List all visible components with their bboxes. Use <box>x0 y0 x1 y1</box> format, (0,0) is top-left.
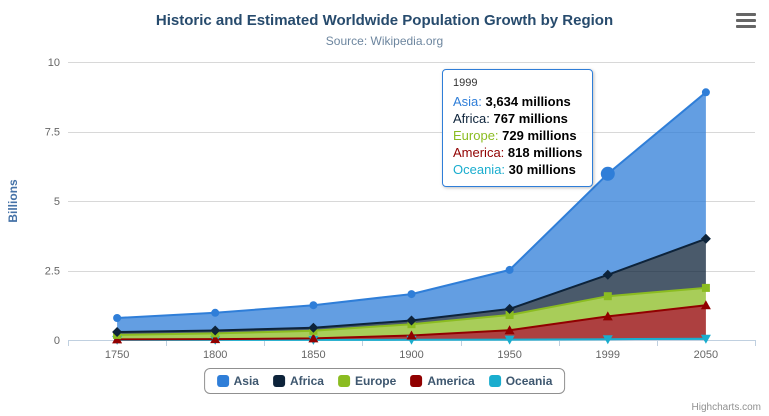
svg-text:10: 10 <box>48 57 60 69</box>
svg-text:5: 5 <box>54 196 60 208</box>
series-area-africa[interactable] <box>117 238 706 335</box>
chart-subtitle: Source: Wikipedia.org <box>325 34 444 48</box>
point-america-1900[interactable] <box>406 330 417 340</box>
tooltip-row-asia: Asia: 3,634 millions <box>453 94 571 109</box>
legend-symbol-asia <box>216 375 229 387</box>
point-asia-2050[interactable] <box>701 88 710 97</box>
point-europe-2050[interactable] <box>701 283 710 292</box>
point-asia-1999[interactable] <box>600 166 615 181</box>
credits-link[interactable]: Highcharts.com <box>691 402 761 413</box>
legend-item-america[interactable]: America <box>410 374 475 388</box>
series-area-america[interactable] <box>117 305 706 340</box>
legend-item-africa[interactable]: Africa <box>272 374 324 388</box>
point-europe-1950[interactable] <box>505 311 514 319</box>
point-africa-1750[interactable] <box>112 327 123 337</box>
point-africa-2050[interactable] <box>700 233 711 244</box>
chart-title: Historic and Estimated Worldwide Populat… <box>155 12 614 29</box>
point-asia-1900[interactable] <box>407 290 416 299</box>
svg-text:7.5: 7.5 <box>45 127 60 139</box>
series-markers-africa <box>112 233 711 337</box>
point-america-1800[interactable] <box>210 334 221 344</box>
legend-label: Oceania <box>505 374 553 388</box>
tooltip-header: 1999 <box>453 77 478 89</box>
svg-text:2.5: 2.5 <box>45 266 60 278</box>
tooltip-row-europe: Europe: 729 millions <box>453 128 577 143</box>
legend-item-europe[interactable]: Europe <box>337 374 397 388</box>
point-america-1999[interactable] <box>602 311 613 321</box>
x-axis-label: 1850 <box>301 349 325 361</box>
point-america-2050[interactable] <box>700 300 711 310</box>
series-area-asia[interactable] <box>117 92 706 332</box>
legend-symbol-america <box>410 375 423 387</box>
point-africa-1800[interactable] <box>210 325 221 336</box>
legend-symbol-africa <box>272 375 285 387</box>
tooltip: 1999 Asia: 3,634 millions Africa: 767 mil… <box>442 69 594 187</box>
tooltip-row-america: America: 818 millions <box>453 145 583 160</box>
context-menu-button[interactable] <box>735 11 757 30</box>
hamburger-icon <box>736 19 756 22</box>
point-america-1950[interactable] <box>504 325 515 335</box>
point-africa-1900[interactable] <box>406 315 417 326</box>
tooltip-rows: Asia: 3,634 millions Africa: 767 millions… <box>453 93 582 178</box>
point-europe-1999[interactable] <box>603 292 612 301</box>
legend-label: Europe <box>354 374 397 388</box>
tooltip-row-oceania: Oceania: 30 millions <box>453 162 576 177</box>
legend-label: America <box>427 374 475 388</box>
tooltip-row-africa: Africa: 767 millions <box>453 111 568 126</box>
point-africa-1999[interactable] <box>602 269 613 280</box>
series-markers-asia <box>113 88 710 322</box>
x-axis-label: 1750 <box>105 349 129 361</box>
point-america-1850[interactable] <box>308 333 319 343</box>
point-asia-1800[interactable] <box>211 308 220 317</box>
legend-symbol-europe <box>337 375 350 387</box>
point-oceania-1999[interactable] <box>602 335 613 345</box>
legend-label: Asia <box>233 374 259 388</box>
legend-item-asia[interactable]: Asia <box>216 374 259 388</box>
point-africa-1950[interactable] <box>504 303 515 314</box>
svg-text:0: 0 <box>54 335 60 347</box>
legend-symbol-oceania <box>488 375 501 387</box>
x-axis-label: 1999 <box>596 349 620 361</box>
point-oceania-1950[interactable] <box>504 335 515 345</box>
x-axis-label: 1900 <box>399 349 423 361</box>
x-axis-label: 2050 <box>694 349 718 361</box>
point-asia-1950[interactable] <box>505 265 514 274</box>
series-markers-america <box>112 300 711 344</box>
legend-item-oceania[interactable]: Oceania <box>488 374 553 388</box>
legend-label: Africa <box>289 374 324 388</box>
x-axis-label: 1950 <box>497 349 521 361</box>
point-asia-1850[interactable] <box>309 301 318 310</box>
y-axis-title: Billions <box>6 179 20 223</box>
hamburger-icon <box>736 13 756 16</box>
point-oceania-2050[interactable] <box>700 334 711 344</box>
point-asia-1750[interactable] <box>113 314 122 322</box>
point-africa-1850[interactable] <box>308 322 319 333</box>
y-axis-labels: 0 2.5 5 7.5 10 <box>45 57 60 347</box>
x-axis-label: 1800 <box>203 349 227 361</box>
legend: Asia Africa Europe America Oceania <box>203 368 566 394</box>
hamburger-icon <box>736 25 756 28</box>
